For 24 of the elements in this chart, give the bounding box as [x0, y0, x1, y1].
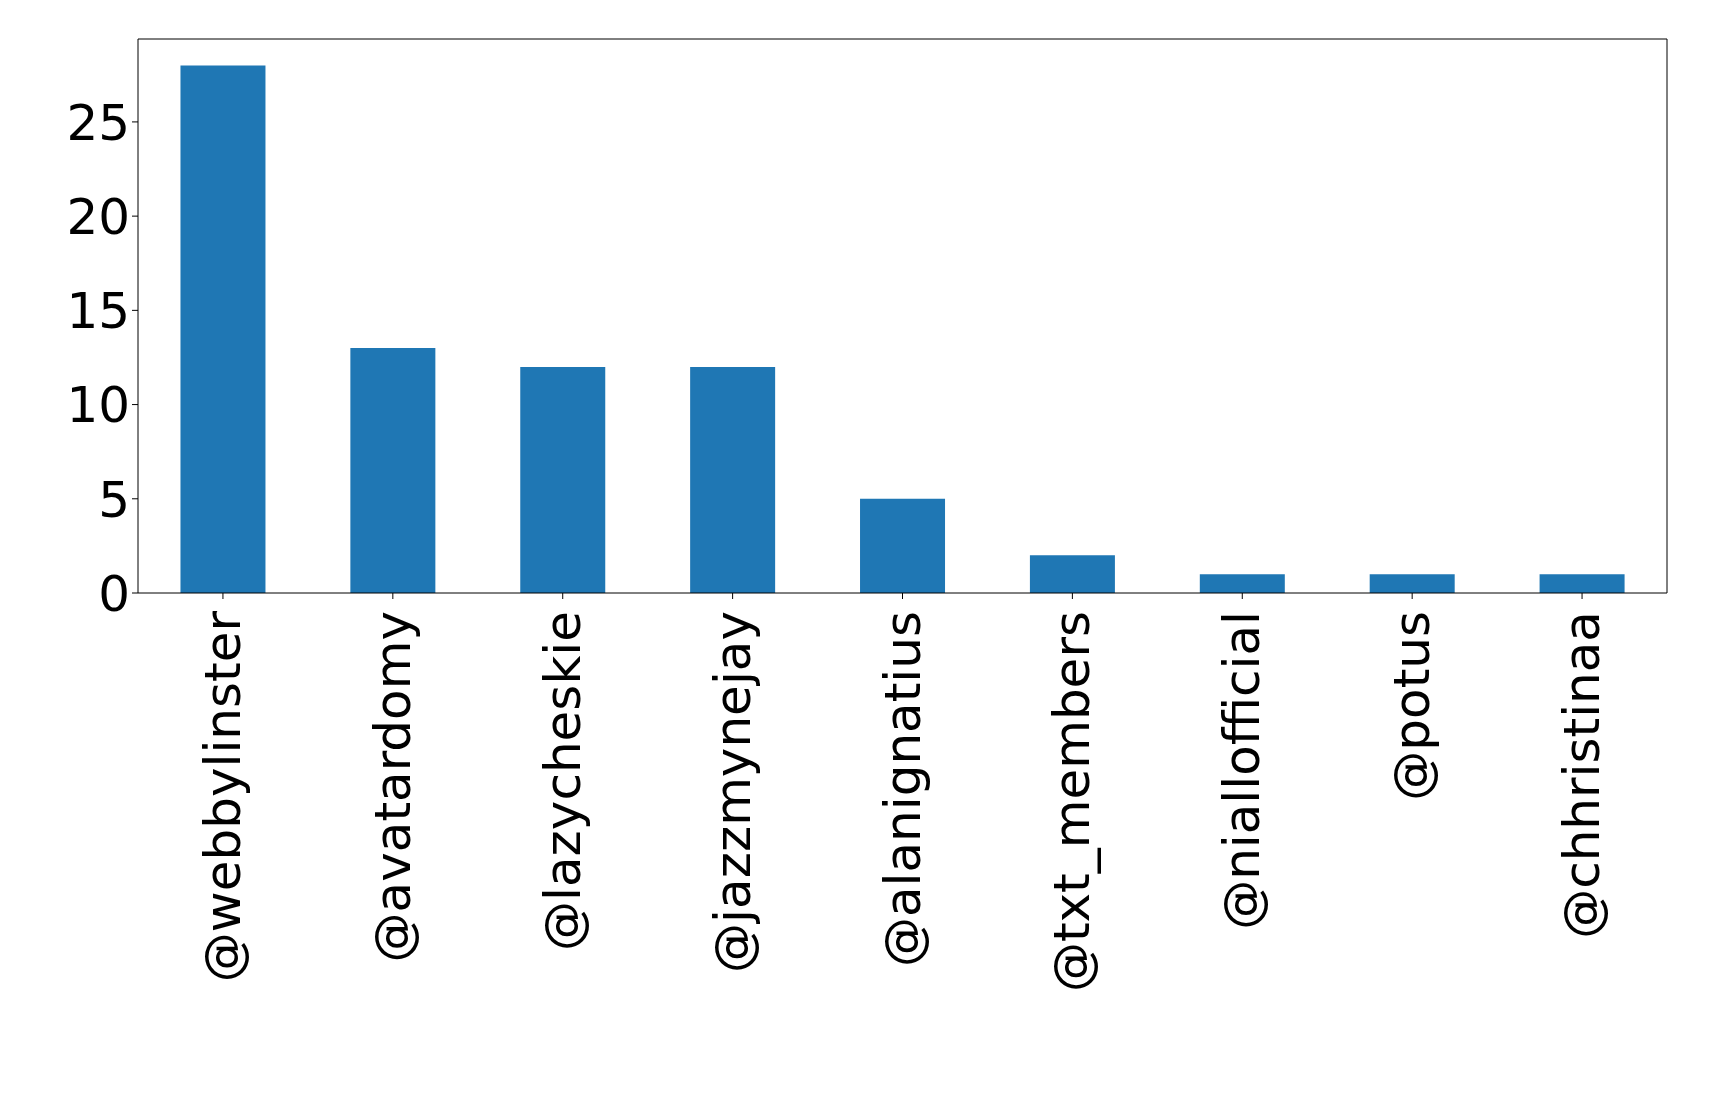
bar — [1199, 574, 1285, 593]
bar — [1029, 555, 1115, 593]
x-tick-label: @lazycheskie — [533, 611, 592, 951]
bar — [1539, 574, 1625, 593]
x-tick-label: @chhristinaa — [1553, 611, 1612, 939]
y-tick-label: 15 — [66, 282, 130, 341]
y-tick-label: 25 — [66, 93, 130, 152]
bar — [180, 65, 266, 593]
bar — [1369, 574, 1455, 593]
x-tick-label: @niallofficial — [1213, 611, 1272, 930]
bar — [690, 366, 776, 593]
y-tick-label: 10 — [66, 376, 130, 435]
y-tick-label: 20 — [66, 187, 130, 246]
bar — [350, 348, 436, 593]
x-tick-label: @txt_members — [1043, 611, 1102, 993]
y-tick-label: 5 — [98, 470, 130, 529]
x-tick-label: @jazzmynejay — [703, 611, 762, 973]
bar — [520, 366, 606, 593]
x-tick-label: @avatardomy — [363, 611, 422, 963]
x-tick-label: @webbylinster — [193, 610, 252, 983]
y-tick-label: 0 — [98, 564, 130, 623]
x-tick-label: @alanignatius — [873, 611, 932, 968]
bar — [860, 498, 946, 593]
x-tick-label: @potus — [1383, 611, 1442, 801]
